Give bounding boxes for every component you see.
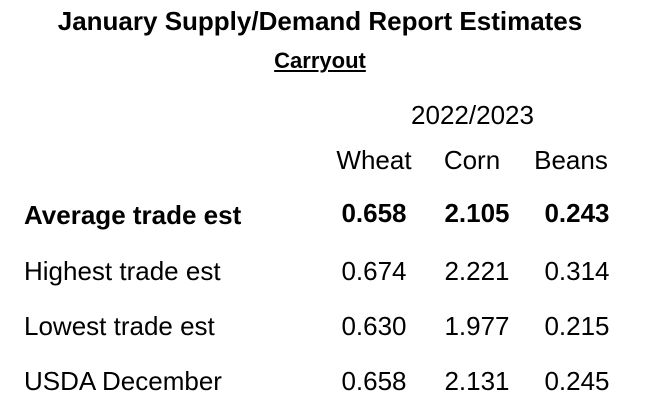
column-header-wheat: Wheat <box>336 145 412 175</box>
cell-usda-corn: 2.131 <box>444 366 510 396</box>
cell-highest-beans: 0.314 <box>544 256 610 286</box>
cell-usda-wheat: 0.658 <box>341 366 407 396</box>
row-label-usda-december: USDA December <box>24 366 222 396</box>
row-label-highest: Highest trade est <box>24 256 221 286</box>
row-label-lowest: Lowest trade est <box>24 311 215 341</box>
row-label-average: Average trade est <box>24 200 242 230</box>
marketing-year: 2022/2023 <box>411 100 534 130</box>
cell-average-wheat: 0.658 <box>341 198 407 228</box>
cell-lowest-corn: 1.977 <box>444 311 510 341</box>
cell-highest-corn: 2.221 <box>444 256 510 286</box>
report-subtitle: Carryout <box>274 48 366 73</box>
cell-lowest-wheat: 0.630 <box>341 311 407 341</box>
cell-average-corn: 2.105 <box>444 198 510 228</box>
cell-lowest-beans: 0.215 <box>544 311 610 341</box>
column-header-beans: Beans <box>534 145 608 175</box>
cell-usda-beans: 0.245 <box>544 366 610 396</box>
cell-average-beans: 0.243 <box>544 198 610 228</box>
cell-highest-wheat: 0.674 <box>341 256 407 286</box>
report-title: January Supply/Demand Report Estimates <box>57 6 583 36</box>
column-header-corn: Corn <box>443 145 501 175</box>
